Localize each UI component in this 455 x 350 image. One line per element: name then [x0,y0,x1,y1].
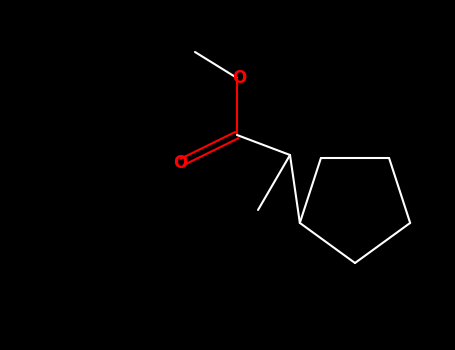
Text: O: O [173,154,187,172]
Text: O: O [232,69,246,87]
